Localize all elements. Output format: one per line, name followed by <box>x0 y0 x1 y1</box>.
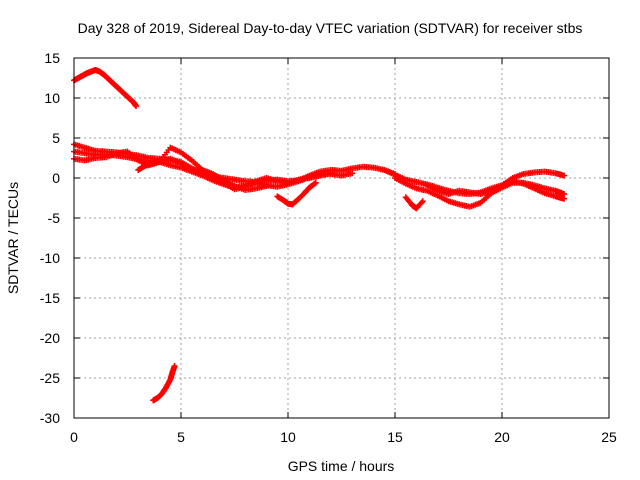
x-tick-label: 25 <box>601 429 617 445</box>
series-markers <box>424 178 568 202</box>
y-axis-tick-labels: -30 -25 -20 -15 -10 -5 0 5 10 15 <box>40 50 60 426</box>
y-axis-label: SDTVAR / TECUs <box>5 182 21 294</box>
series-arc-g <box>274 179 319 208</box>
x-tick-label: 20 <box>494 429 510 445</box>
y-tick-label: -5 <box>48 210 61 226</box>
x-tick-label: 5 <box>177 429 185 445</box>
y-tick-label: 15 <box>44 50 60 66</box>
series-arc-f <box>135 155 334 193</box>
series-markers <box>150 363 178 404</box>
y-tick-label: 10 <box>44 90 60 106</box>
y-tick-label: -30 <box>40 410 60 426</box>
y-tick-label: -20 <box>40 330 60 346</box>
y-tick-label: -15 <box>40 290 60 306</box>
x-axis-label: GPS time / hours <box>288 458 395 474</box>
series-arc-j <box>402 194 426 212</box>
x-tick-label: 10 <box>280 429 296 445</box>
series-arc-k <box>424 178 568 202</box>
y-tick-label: 5 <box>52 130 60 146</box>
series-markers <box>274 179 319 208</box>
axis-ticks <box>73 57 610 419</box>
x-tick-label: 15 <box>387 429 403 445</box>
y-tick-label: 0 <box>52 170 60 186</box>
x-tick-label: 0 <box>70 429 78 445</box>
x-axis-tick-labels: 0 5 10 15 20 25 <box>70 429 617 445</box>
series-markers <box>135 155 334 193</box>
plot-frame <box>73 57 610 419</box>
y-tick-label: -10 <box>40 250 60 266</box>
series-arc-b <box>150 363 178 404</box>
chart-title: Day 328 of 2019, Sidereal Day-to-day VTE… <box>78 20 583 36</box>
y-tick-label: -25 <box>40 370 60 386</box>
series-markers <box>402 194 426 212</box>
